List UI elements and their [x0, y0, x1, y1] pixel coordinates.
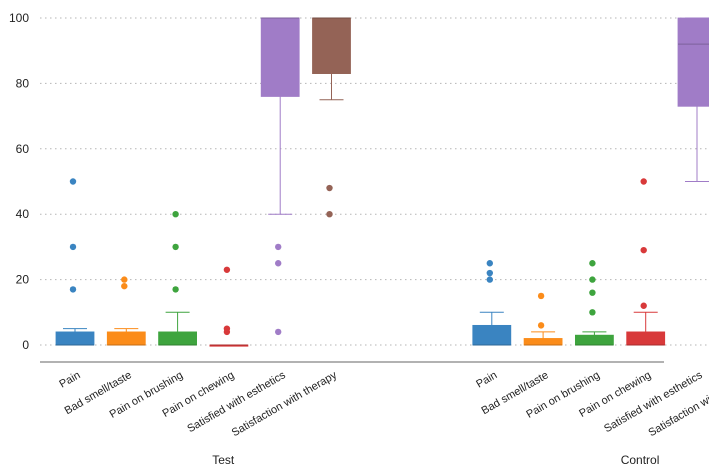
y-tick-label: 40	[16, 207, 30, 221]
box-pain	[55, 178, 95, 346]
category-label: Pain	[57, 369, 82, 390]
group-label: Test	[212, 453, 235, 466]
box-pain-on-brushing	[575, 260, 614, 346]
iqr-box	[472, 324, 512, 346]
iqr-box	[158, 331, 198, 346]
outlier-point	[486, 260, 493, 267]
box-bad-smell-taste	[106, 276, 146, 346]
category-label: Pain	[474, 369, 499, 390]
outlier-point	[121, 282, 128, 290]
outlier-point	[589, 309, 596, 316]
iqr-box	[106, 331, 146, 346]
group-labels: Test Control	[212, 453, 659, 466]
y-tick-label: 80	[16, 76, 30, 90]
group-label: Control	[621, 453, 660, 466]
box-pain-on-chewing	[209, 266, 249, 347]
outlier-point	[640, 246, 647, 254]
outlier-point	[589, 276, 596, 283]
box-pain-on-chewing	[626, 178, 666, 346]
outlier-point	[589, 289, 596, 296]
iqr-box	[677, 17, 709, 107]
boxes	[55, 17, 709, 347]
outlier-point	[537, 292, 545, 300]
outlier-point	[537, 322, 545, 329]
iqr-box	[575, 334, 614, 346]
box-bad-smell-taste	[523, 292, 563, 346]
y-tick-label: 100	[9, 11, 29, 25]
outlier-point	[69, 178, 77, 185]
box-satisfaction-with-therapy	[312, 17, 351, 218]
box-pain	[472, 260, 512, 346]
box-satisfied-with-esthetics	[677, 17, 709, 182]
outlier-point	[172, 211, 179, 218]
outlier-point	[69, 243, 77, 251]
outlier-point	[275, 243, 282, 251]
outlier-point	[223, 325, 231, 332]
box-pain-on-brushing	[158, 211, 198, 346]
outlier-point	[223, 266, 231, 273]
outlier-point	[326, 184, 333, 192]
outlier-point	[326, 211, 333, 218]
y-tick-label: 0	[22, 338, 29, 352]
outlier-point	[121, 276, 128, 283]
outlier-point	[589, 260, 596, 267]
outlier-point	[275, 328, 282, 336]
outlier-point	[640, 302, 647, 309]
gridlines	[40, 17, 709, 346]
iqr-box	[260, 17, 300, 97]
iqr-box	[55, 331, 95, 346]
outlier-point	[69, 286, 77, 293]
outlier-point	[640, 178, 647, 185]
outlier-point	[172, 243, 179, 251]
iqr-box	[523, 338, 563, 346]
outlier-point	[486, 276, 493, 283]
iqr-box	[626, 331, 666, 346]
y-tick-label: 60	[16, 142, 30, 156]
y-axis: 0 20 40 60 80 100	[9, 11, 664, 363]
y-tick-label: 20	[16, 273, 30, 287]
box-satisfied-with-esthetics	[260, 17, 300, 336]
outlier-point	[275, 260, 282, 267]
outlier-point	[172, 286, 179, 293]
outlier-point	[486, 269, 493, 277]
iqr-box	[312, 17, 351, 74]
